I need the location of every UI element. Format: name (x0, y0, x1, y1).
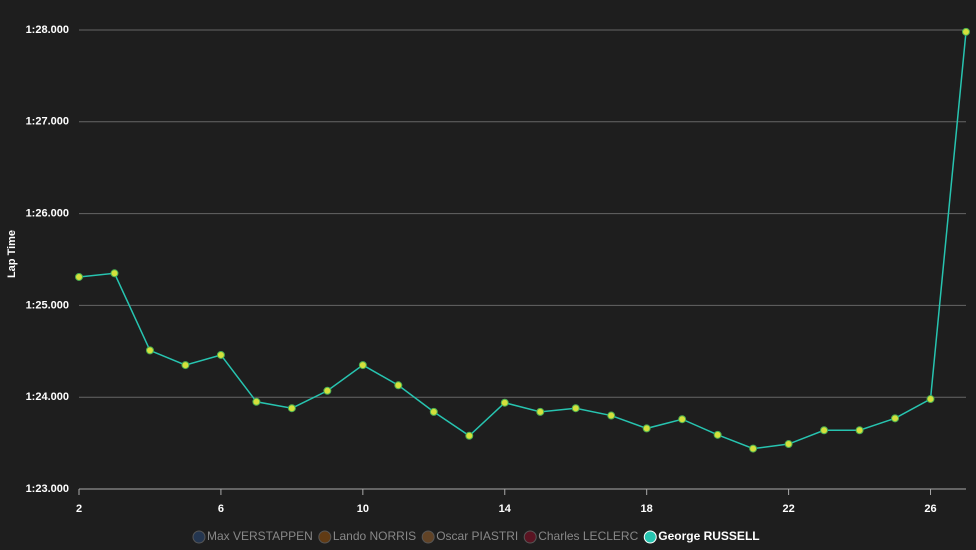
x-tick-label: 26 (924, 503, 936, 515)
data-point (287, 404, 296, 413)
legend-marker[interactable] (421, 530, 435, 544)
x-tick-label: 6 (218, 503, 224, 515)
x-tick-label: 22 (782, 503, 794, 515)
legend-text[interactable]: Charles LECLERC (538, 529, 638, 543)
data-point (252, 397, 261, 406)
y-tick-label: 1:23.000 (26, 483, 69, 495)
legend-text[interactable]: Oscar PIASTRI (436, 529, 518, 543)
y-tick-label: 1:24.000 (26, 391, 69, 403)
data-point (394, 381, 403, 390)
y-tick-label: 1:25.000 (26, 299, 69, 311)
data-point (784, 440, 793, 449)
y-tick-label: 1:28.000 (26, 24, 69, 36)
data-point (323, 386, 332, 395)
data-point (891, 414, 900, 423)
legend-text[interactable]: Lando NORRIS (333, 529, 416, 543)
legend-text[interactable]: Max VERSTAPPEN (207, 529, 313, 543)
data-point (713, 430, 722, 439)
x-tick-label: 18 (641, 503, 653, 515)
data-point (820, 426, 829, 435)
data-point (110, 269, 119, 278)
y-tick-label: 1:27.000 (26, 116, 69, 128)
data-point (749, 444, 758, 453)
x-tick-label: 14 (499, 503, 512, 515)
data-point (536, 407, 545, 416)
y-axis-label: Lap Time (6, 230, 18, 278)
data-point (571, 404, 580, 413)
legend-marker[interactable] (643, 530, 657, 544)
data-point (75, 272, 83, 281)
data-point (358, 361, 367, 370)
x-tick-label: 2 (76, 503, 82, 515)
data-point (607, 411, 616, 420)
data-point (855, 426, 864, 435)
data-point (500, 398, 509, 407)
data-point (678, 415, 687, 424)
data-point (145, 346, 154, 355)
data-point (216, 350, 225, 359)
data-point (181, 361, 190, 370)
legend-marker[interactable] (192, 530, 206, 544)
data-point (429, 407, 438, 416)
x-tick-label: 10 (357, 503, 369, 515)
legend-marker[interactable] (318, 530, 332, 544)
data-point (962, 27, 970, 36)
data-point (642, 424, 651, 433)
series-line (78, 31, 967, 450)
legend-marker[interactable] (523, 530, 537, 544)
data-point (926, 395, 935, 404)
data-point (465, 431, 474, 440)
legend-text[interactable]: George RUSSELL (658, 529, 759, 543)
y-tick-label: 1:26.000 (26, 208, 69, 220)
